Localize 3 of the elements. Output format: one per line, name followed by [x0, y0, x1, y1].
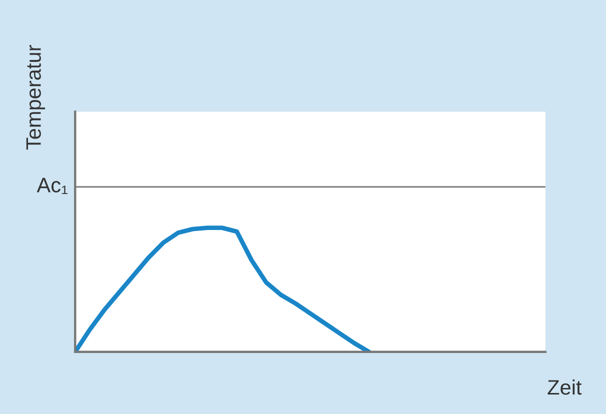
x-axis-title: Zeit — [548, 379, 582, 395]
y-axis-title: Temperatur — [26, 45, 46, 150]
ref-line-label: Ac₁ — [36, 178, 68, 194]
